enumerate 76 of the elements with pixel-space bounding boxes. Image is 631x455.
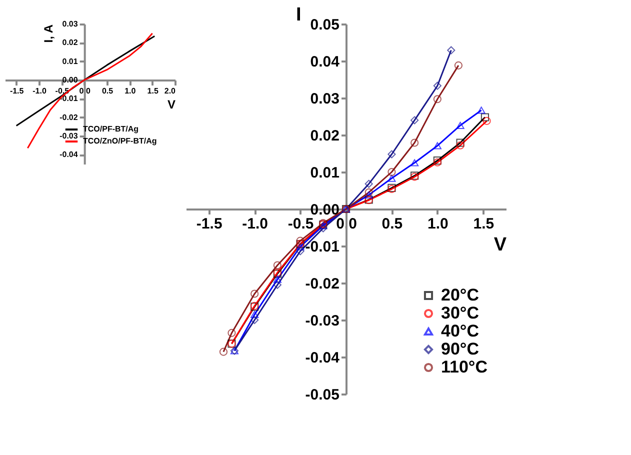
legend-label: 30°C	[441, 304, 479, 322]
y-tick-label: 0.00	[310, 202, 340, 218]
x-tick-label: -0.5	[288, 216, 314, 232]
y-tick-label: -0.05	[305, 386, 340, 404]
y-tick-label: 0.01	[62, 56, 78, 66]
point	[364, 191, 373, 198]
y-axis-title: I	[296, 4, 302, 26]
y-tick-label: 0.00	[62, 76, 78, 84]
point	[219, 348, 228, 356]
y-tick-label: -0.01	[60, 94, 78, 104]
point	[296, 236, 304, 245]
x-tick-label: -1.0	[242, 216, 268, 232]
y-tick-label: -0.03	[305, 312, 340, 330]
point	[250, 310, 259, 318]
legend-label: 90°C	[441, 340, 479, 358]
y-tick-label: 0.03	[62, 20, 78, 28]
y-tick-label: -0.03	[60, 132, 78, 140]
point	[273, 280, 282, 289]
x-tick-label: 0.0	[336, 216, 357, 232]
point	[433, 142, 442, 150]
y-tick-label: -0.01	[305, 238, 340, 256]
x-tick-label: 1.5	[147, 86, 159, 96]
point	[456, 141, 464, 150]
y-tick-label: -0.04	[60, 150, 78, 160]
x-tick-label: 1.0	[428, 216, 448, 232]
point	[228, 328, 236, 337]
point	[456, 138, 464, 147]
point	[410, 159, 419, 166]
x-axis-title: V	[494, 234, 507, 256]
point	[296, 247, 304, 256]
point	[410, 138, 419, 147]
x-tick-label: 0.5	[382, 216, 403, 232]
point	[364, 188, 373, 196]
point	[454, 61, 462, 70]
y-tick-label: 0.01	[310, 164, 340, 182]
point	[480, 113, 490, 122]
point	[388, 150, 396, 158]
point	[477, 106, 486, 114]
x-tick-label: -1.5	[196, 216, 222, 232]
point	[456, 122, 464, 129]
point	[296, 243, 304, 250]
point	[447, 46, 456, 54]
x-tick-label: 2.0	[164, 86, 176, 96]
point	[250, 316, 259, 324]
y-axis-title: I, A	[42, 24, 56, 43]
point	[273, 276, 282, 283]
point	[319, 224, 328, 232]
y-tick-label: 0.05	[310, 16, 340, 34]
point	[482, 116, 491, 125]
y-tick-label: -0.02	[305, 276, 340, 292]
legend-label: 20°C	[441, 286, 479, 304]
point	[273, 261, 282, 270]
point	[250, 290, 259, 298]
point	[364, 180, 373, 188]
y-tick-label: 0.03	[310, 90, 340, 108]
y-tick-label: -0.04	[305, 350, 340, 366]
point	[388, 174, 396, 182]
legend-label: TCO/ZnO/PF-BT/Ag	[83, 136, 157, 146]
x-tick-label: 1.0	[124, 86, 136, 96]
x-tick-label: 0.0	[79, 86, 91, 96]
point	[388, 168, 396, 176]
x-axis-title: V	[167, 98, 176, 112]
point	[433, 95, 442, 104]
point	[410, 116, 419, 124]
x-tick-label: 1.5	[473, 216, 494, 232]
point	[433, 82, 442, 90]
x-tick-label: 0.5	[102, 86, 114, 96]
y-tick-label: 0.02	[310, 128, 340, 144]
legend-label: 110°C	[441, 358, 488, 376]
y-tick-label: -0.02	[60, 112, 78, 122]
legend-label: TCO/PF-BT/Ag	[83, 124, 139, 134]
y-tick-label: 0.04	[310, 54, 340, 70]
x-tick-label: -1.5	[10, 86, 24, 96]
y-tick-label: 0.02	[62, 38, 78, 48]
legend-label: 40°C	[441, 322, 479, 340]
x-tick-label: -1.0	[32, 86, 47, 96]
